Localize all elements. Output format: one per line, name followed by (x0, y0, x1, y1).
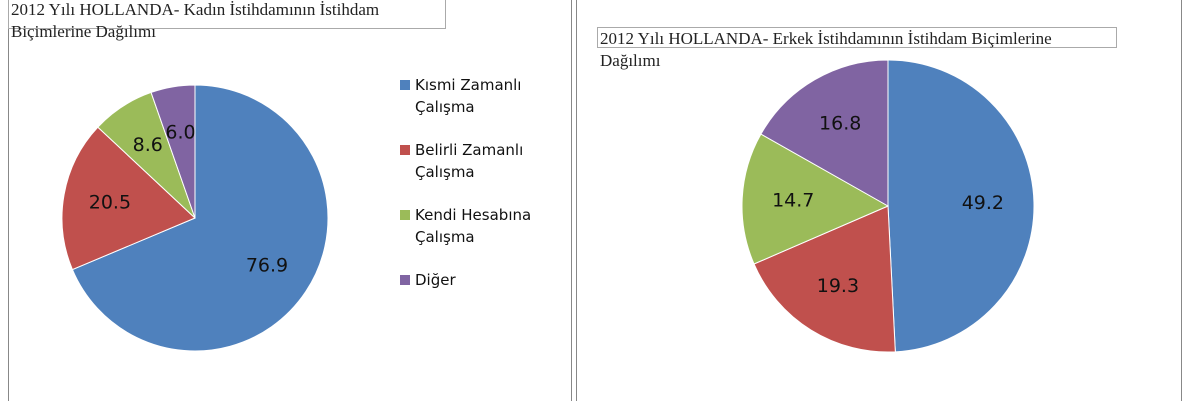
pie-slice (61, 126, 196, 271)
pie-slice (753, 205, 896, 353)
legend-swatch (400, 145, 410, 155)
data-label: 16.8 (819, 113, 861, 135)
chart-title: 2012 Yılı HOLLANDA- Erkek İstihdamının İ… (597, 27, 1117, 70)
data-label: 14.7 (772, 189, 814, 211)
legend-label: Diğer (415, 271, 456, 289)
legend-item: Diğer (400, 269, 550, 291)
data-label: 20.5 (89, 191, 131, 213)
legend-item: Belirli Zamanlı Çalışma (400, 139, 550, 183)
legend-item: Kendi Hesabına Çalışma (400, 204, 550, 248)
data-label: 76.9 (246, 254, 288, 276)
data-label: 49.2 (962, 192, 1004, 214)
chart-panel (8, 0, 572, 401)
legend-item: Kısmi Zamanlı Çalışma (400, 74, 550, 118)
data-label: 6.0 (165, 121, 195, 143)
pie-slice (150, 84, 196, 219)
legend-swatch (400, 80, 410, 90)
data-label: 19.3 (817, 275, 859, 297)
legend-label: Kısmi Zamanlı Çalışma (415, 76, 522, 116)
legend-label: Kendi Hesabına Çalışma (415, 206, 532, 246)
pie-slice (887, 59, 1035, 353)
chart-title: 2012 Yılı HOLLANDA- Kadın İstihdamının İ… (8, 0, 446, 41)
legend: Kısmi Zamanlı Çalışma Belirli Zamanlı Çal… (400, 74, 550, 312)
legend-swatch (400, 275, 410, 285)
legend-swatch (400, 210, 410, 220)
pie-slice (760, 59, 889, 207)
data-label: 8.6 (133, 134, 163, 156)
legend-label: Belirli Zamanlı Çalışma (415, 141, 524, 181)
chart-panel (576, 0, 1182, 401)
pie-slice (71, 84, 329, 352)
pie-slice (741, 133, 890, 265)
